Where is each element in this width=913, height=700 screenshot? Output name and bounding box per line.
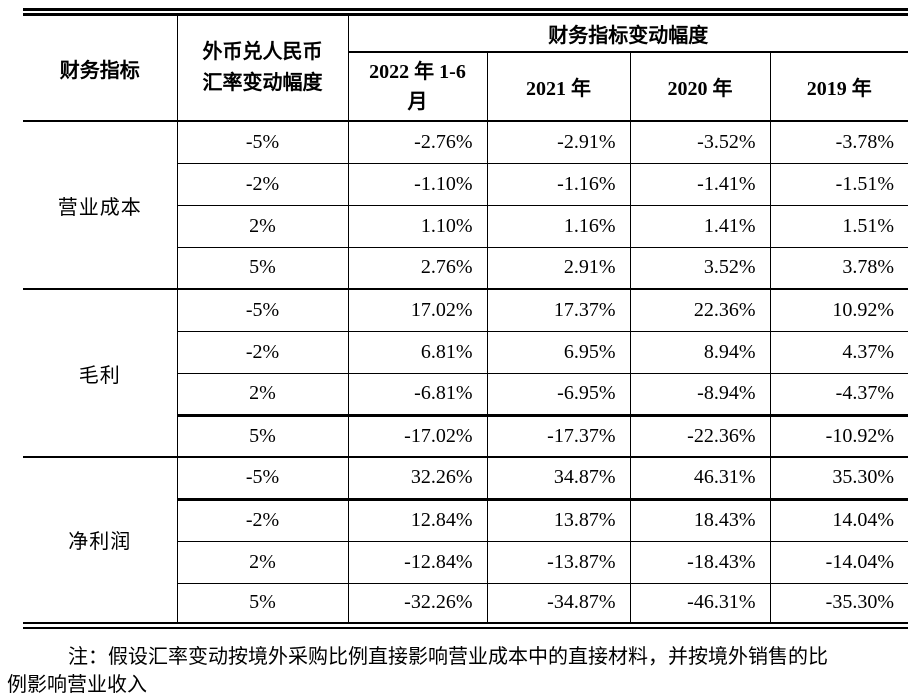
fx-sensitivity-table: 财务指标 外币兑人民币汇率变动幅度 财务指标变动幅度 2022 年 1-6 月 … <box>23 8 908 629</box>
header-fx-rate-change: 外币兑人民币汇率变动幅度 <box>176 12 349 122</box>
fx-cell: -5% <box>176 289 349 332</box>
value-cell: 13.87% <box>486 499 631 542</box>
indicator-cell-net-profit: 净利润 <box>23 457 178 626</box>
fx-cell: 5% <box>176 583 349 626</box>
value-cell: -1.16% <box>486 163 631 206</box>
value-cell: -12.84% <box>347 541 488 584</box>
value-cell: -34.87% <box>486 583 631 626</box>
value-cell: -1.10% <box>347 163 488 206</box>
header-period-2022h1: 2022 年 1-6 月 <box>347 52 488 122</box>
value-cell: 1.16% <box>486 205 631 248</box>
header-period-2022h1-text: 2022 年 1-6 月 <box>369 60 466 113</box>
value-cell: 22.36% <box>629 289 771 332</box>
fx-cell: 2% <box>176 373 349 417</box>
value-cell: -35.30% <box>769 583 908 626</box>
header-financial-indicator: 财务指标 <box>23 12 178 122</box>
value-cell: -1.51% <box>769 163 908 206</box>
header-indicator-change-span: 财务指标变动幅度 <box>347 12 908 53</box>
header-period-2021: 2021 年 <box>486 52 631 122</box>
value-cell: 3.78% <box>769 247 908 290</box>
table-row: 5% -17.02% -17.37% -22.36% -10.92% <box>23 415 908 458</box>
table-row: 营业成本 -5% -2.76% -2.91% -3.52% -3.78% <box>23 121 908 290</box>
fx-cell: 2% <box>176 205 349 248</box>
value-cell: -17.37% <box>486 415 631 458</box>
table-row: -2% 6.81% 6.95% 8.94% 4.37% <box>23 331 908 374</box>
value-cell: 4.37% <box>769 331 908 374</box>
value-cell: 6.95% <box>486 331 631 374</box>
value-cell: -8.94% <box>629 373 771 417</box>
fx-cell: 2% <box>176 541 349 584</box>
value-cell: 17.37% <box>486 289 631 332</box>
value-cell: -2.91% <box>486 121 631 164</box>
value-cell: 32.26% <box>347 457 488 501</box>
table-row: 2% -6.81% -6.95% -8.94% -4.37% <box>23 373 908 417</box>
fx-cell: -2% <box>176 331 349 374</box>
value-cell: 46.31% <box>629 457 771 501</box>
footnote: 注：假设汇率变动按境外采购比例直接影响营业成本中的直接材料，并按境外销售的比 例… <box>7 643 903 699</box>
value-cell: -22.36% <box>629 415 771 458</box>
value-cell: 10.92% <box>769 289 908 332</box>
value-cell: -6.81% <box>347 373 488 417</box>
value-cell: -17.02% <box>347 415 488 458</box>
table-row: 5% -32.26% -34.87% -46.31% -35.30% <box>23 583 908 626</box>
value-cell: -2.76% <box>347 121 488 164</box>
table-row: -2% -1.10% -1.16% -1.41% -1.51% <box>23 163 908 206</box>
value-cell: 35.30% <box>769 457 908 501</box>
value-cell: 6.81% <box>347 331 488 374</box>
fx-cell: -5% <box>176 457 349 501</box>
value-cell: 2.76% <box>347 247 488 290</box>
table-header-row-2: 2022 年 1-6 月 2021 年 2020 年 2019 年 <box>23 52 908 122</box>
footnote-line-1: 注：假设汇率变动按境外采购比例直接影响营业成本中的直接材料，并按境外销售的比 <box>68 646 828 668</box>
table-row: 5% 2.76% 2.91% 3.52% 3.78% <box>23 247 908 290</box>
footnote-line-2: 例影响营业收入 <box>7 674 147 696</box>
fx-cell: -5% <box>176 121 349 164</box>
value-cell: 1.41% <box>629 205 771 248</box>
table-row: 2% -12.84% -13.87% -18.43% -14.04% <box>23 541 908 584</box>
header-fx-rate-change-text: 外币兑人民币汇率变动幅度 <box>202 41 323 94</box>
value-cell: 2.91% <box>486 247 631 290</box>
value-cell: 8.94% <box>629 331 771 374</box>
table-row: 2% 1.10% 1.16% 1.41% 1.51% <box>23 205 908 248</box>
value-cell: 34.87% <box>486 457 631 501</box>
indicator-cell-gross-profit: 毛利 <box>23 289 178 458</box>
fx-cell: -2% <box>176 163 349 206</box>
value-cell: 18.43% <box>629 499 771 542</box>
value-cell: -3.52% <box>629 121 771 164</box>
value-cell: -1.41% <box>629 163 771 206</box>
value-cell: 17.02% <box>347 289 488 332</box>
value-cell: -10.92% <box>769 415 908 458</box>
value-cell: -4.37% <box>769 373 908 417</box>
table-row: -2% 12.84% 13.87% 18.43% 14.04% <box>23 499 908 542</box>
value-cell: -46.31% <box>629 583 771 626</box>
fx-cell: 5% <box>176 247 349 290</box>
value-cell: -14.04% <box>769 541 908 584</box>
value-cell: -32.26% <box>347 583 488 626</box>
value-cell: -6.95% <box>486 373 631 417</box>
indicator-cell-operating-cost: 营业成本 <box>23 121 178 290</box>
table-header-row-1: 财务指标 外币兑人民币汇率变动幅度 财务指标变动幅度 <box>23 12 908 122</box>
table-row: 毛利 -5% 17.02% 17.37% 22.36% 10.92% <box>23 289 908 458</box>
table-row: 净利润 -5% 32.26% 34.87% 46.31% 35.30% <box>23 457 908 626</box>
value-cell: 1.51% <box>769 205 908 248</box>
value-cell: 3.52% <box>629 247 771 290</box>
value-cell: 1.10% <box>347 205 488 248</box>
value-cell: -3.78% <box>769 121 908 164</box>
value-cell: 12.84% <box>347 499 488 542</box>
header-period-2020: 2020 年 <box>629 52 771 122</box>
fx-cell: 5% <box>176 415 349 458</box>
value-cell: -13.87% <box>486 541 631 584</box>
value-cell: 14.04% <box>769 499 908 542</box>
fx-cell: -2% <box>176 499 349 542</box>
header-period-2019: 2019 年 <box>769 52 908 122</box>
value-cell: -18.43% <box>629 541 771 584</box>
